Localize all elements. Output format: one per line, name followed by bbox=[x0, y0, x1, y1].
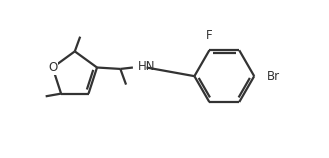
Text: HN: HN bbox=[138, 60, 156, 73]
Text: Br: Br bbox=[267, 70, 280, 83]
Text: O: O bbox=[48, 61, 57, 74]
Text: F: F bbox=[206, 29, 213, 42]
